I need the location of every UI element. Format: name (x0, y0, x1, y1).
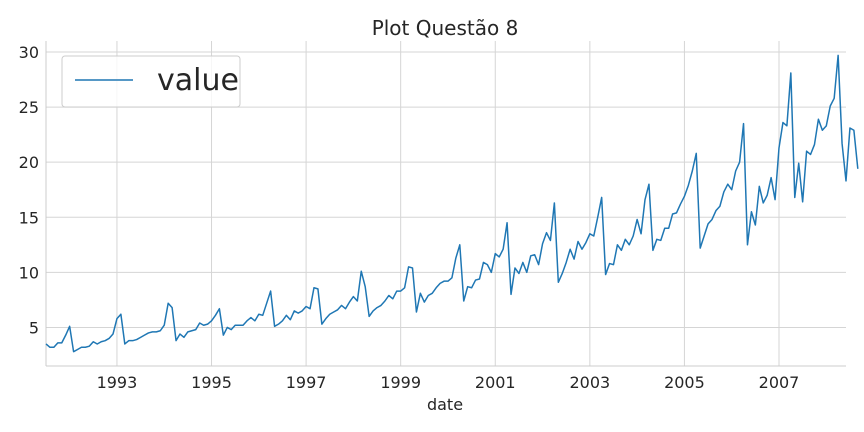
x-axis-label: date (427, 395, 463, 414)
grid-lines (46, 41, 846, 366)
legend-frame (61, 55, 241, 108)
x-tick-label: 1999 (380, 373, 421, 392)
y-tick-label: 30 (19, 43, 39, 62)
y-tick-label: 20 (19, 153, 39, 172)
series-line-value (45, 54, 859, 353)
x-tick-label: 2007 (759, 373, 800, 392)
legend: value (61, 55, 241, 108)
x-tick-label: 1995 (191, 373, 232, 392)
x-tick-label: 2003 (569, 373, 610, 392)
chart-title: Plot Questão 8 (372, 16, 519, 40)
x-tick-label: 1993 (97, 373, 138, 392)
y-tick-label: 10 (19, 263, 39, 282)
legend-label-value: value (157, 63, 239, 98)
y-tick-label: 25 (19, 98, 39, 117)
y-tick-labels: 5 10 15 20 25 30 (19, 43, 39, 337)
series-layer (45, 54, 859, 353)
axes-spines (45, 41, 846, 367)
y-tick-label: 5 (29, 318, 39, 337)
x-tick-labels: 1993 1995 1997 1999 2001 2003 2005 2007 (97, 373, 800, 392)
y-tick-label: 15 (19, 208, 39, 227)
x-tick-label: 2005 (664, 373, 705, 392)
x-tick-label: 2001 (475, 373, 516, 392)
x-tick-label: 1997 (286, 373, 327, 392)
